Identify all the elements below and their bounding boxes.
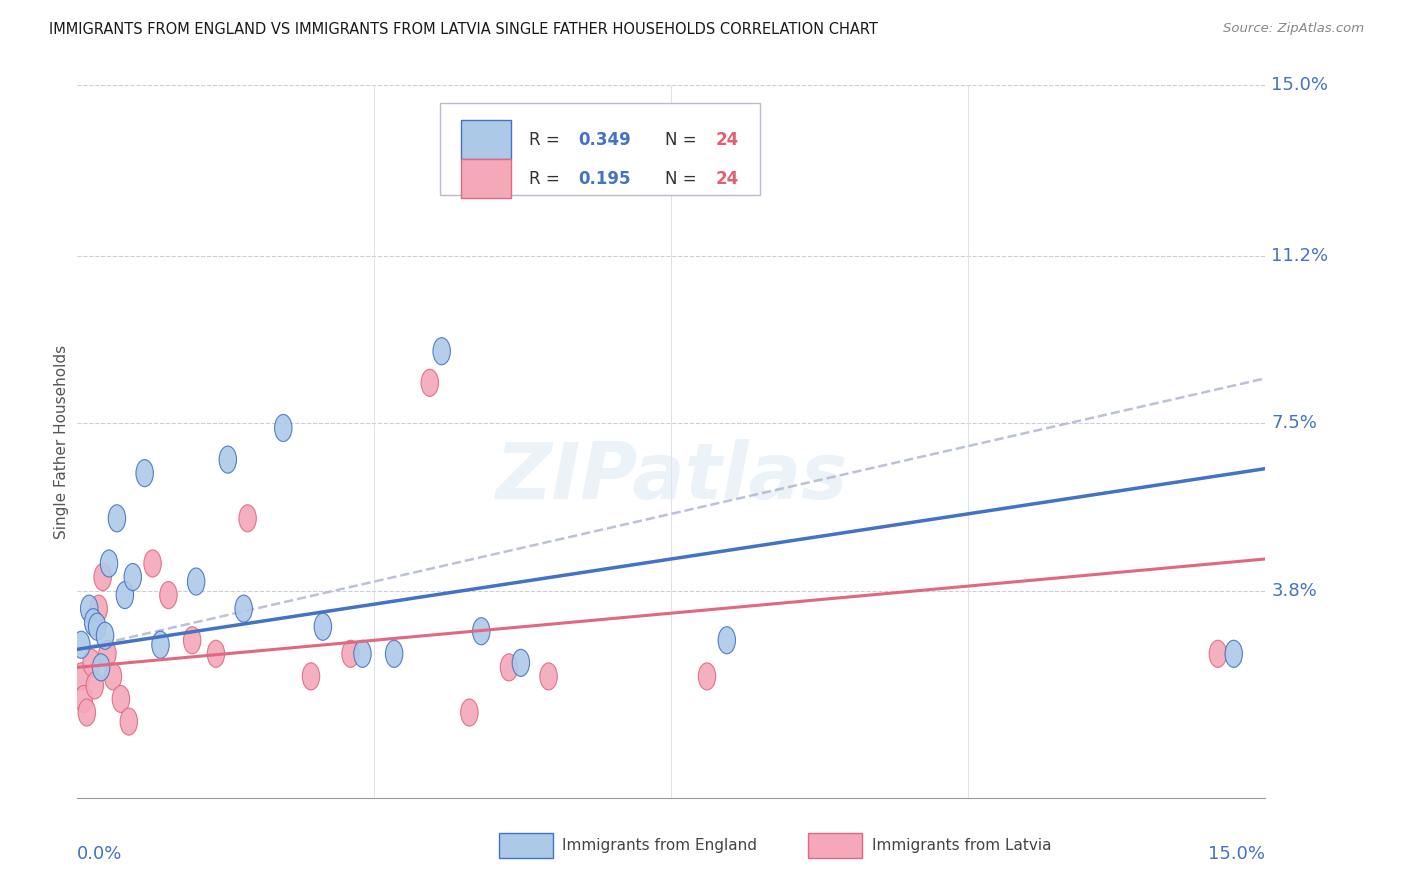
Ellipse shape <box>385 640 404 667</box>
Ellipse shape <box>94 564 111 591</box>
Text: 3.8%: 3.8% <box>1271 582 1317 599</box>
Text: Source: ZipAtlas.com: Source: ZipAtlas.com <box>1223 22 1364 36</box>
Ellipse shape <box>73 632 90 658</box>
Ellipse shape <box>239 505 256 532</box>
FancyBboxPatch shape <box>440 103 761 195</box>
Ellipse shape <box>1225 640 1243 667</box>
Text: 15.0%: 15.0% <box>1271 76 1329 94</box>
Text: R =: R = <box>529 169 565 187</box>
Ellipse shape <box>433 338 450 365</box>
Ellipse shape <box>104 663 122 690</box>
Ellipse shape <box>86 672 104 699</box>
Ellipse shape <box>718 627 735 654</box>
Ellipse shape <box>152 632 169 658</box>
Y-axis label: Single Father Households: Single Father Households <box>53 344 69 539</box>
Text: 11.2%: 11.2% <box>1271 247 1329 265</box>
Ellipse shape <box>93 654 110 681</box>
Ellipse shape <box>461 699 478 726</box>
Text: 15.0%: 15.0% <box>1208 845 1265 863</box>
Text: 0.195: 0.195 <box>579 169 631 187</box>
Ellipse shape <box>117 582 134 608</box>
Ellipse shape <box>100 550 118 577</box>
Ellipse shape <box>314 613 332 640</box>
Ellipse shape <box>80 595 98 623</box>
Ellipse shape <box>183 627 201 654</box>
FancyBboxPatch shape <box>461 159 510 198</box>
Ellipse shape <box>124 564 142 591</box>
Ellipse shape <box>79 699 96 726</box>
Text: 0.349: 0.349 <box>579 131 631 149</box>
Ellipse shape <box>699 663 716 690</box>
Ellipse shape <box>187 568 205 595</box>
Ellipse shape <box>97 623 114 649</box>
Text: IMMIGRANTS FROM ENGLAND VS IMMIGRANTS FROM LATVIA SINGLE FATHER HOUSEHOLDS CORRE: IMMIGRANTS FROM ENGLAND VS IMMIGRANTS FR… <box>49 22 879 37</box>
Ellipse shape <box>83 649 100 676</box>
Text: 24: 24 <box>716 169 738 187</box>
Text: N =: N = <box>665 169 703 187</box>
Ellipse shape <box>235 595 252 623</box>
Ellipse shape <box>501 654 517 681</box>
Ellipse shape <box>90 595 107 623</box>
Ellipse shape <box>302 663 319 690</box>
Ellipse shape <box>73 663 90 690</box>
Text: N =: N = <box>665 131 703 149</box>
Ellipse shape <box>1209 640 1226 667</box>
Text: R =: R = <box>529 131 565 149</box>
Ellipse shape <box>207 640 225 667</box>
Text: Immigrants from Latvia: Immigrants from Latvia <box>872 838 1052 853</box>
Ellipse shape <box>472 617 489 645</box>
Ellipse shape <box>89 613 105 640</box>
Ellipse shape <box>143 550 162 577</box>
Ellipse shape <box>136 459 153 487</box>
Ellipse shape <box>112 685 129 713</box>
Ellipse shape <box>160 582 177 608</box>
Ellipse shape <box>108 505 125 532</box>
Ellipse shape <box>354 640 371 667</box>
Text: ZIPatlas: ZIPatlas <box>495 439 848 516</box>
Text: 24: 24 <box>716 131 738 149</box>
Ellipse shape <box>512 649 530 676</box>
Ellipse shape <box>540 663 557 690</box>
Text: 7.5%: 7.5% <box>1271 415 1317 433</box>
Ellipse shape <box>274 415 292 442</box>
Ellipse shape <box>342 640 360 667</box>
Ellipse shape <box>84 608 101 636</box>
Text: 0.0%: 0.0% <box>77 845 122 863</box>
Ellipse shape <box>120 708 138 735</box>
Ellipse shape <box>420 369 439 396</box>
Ellipse shape <box>75 685 93 713</box>
Text: Immigrants from England: Immigrants from England <box>562 838 758 853</box>
Ellipse shape <box>219 446 236 473</box>
FancyBboxPatch shape <box>461 120 510 160</box>
Ellipse shape <box>98 640 117 667</box>
